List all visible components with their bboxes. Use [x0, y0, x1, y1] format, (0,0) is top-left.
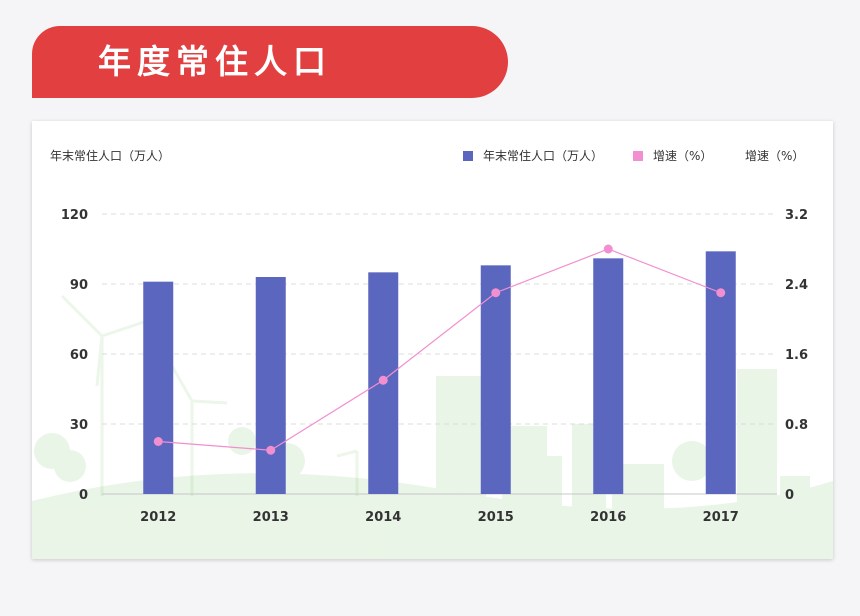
x-tick-label: 2016 — [590, 510, 626, 525]
left-axis-title: 年末常住人口（万人） — [50, 149, 171, 163]
chart-card: 年末常住人口（万人） 增速（%） 年末常住人口（万人） 增速（%） 0 30 60 9… — [32, 121, 833, 559]
x-tick-label: 2017 — [703, 510, 739, 525]
growth-point — [603, 244, 613, 254]
chart-plot: 0 30 60 90 120 0 0.8 1.6 2.4 3.2 2012 2013 2014 2015 2… — [61, 208, 808, 525]
growth-line — [158, 248, 721, 451]
growth-point — [153, 437, 163, 446]
y-tick-label-left: 0 — [79, 488, 88, 503]
city-background-illustration — [32, 294, 833, 559]
y-tick-label-left: 30 — [70, 418, 88, 433]
y-tick-label-left: 120 — [61, 208, 88, 223]
y-tick-label-right: 1.6 — [785, 348, 808, 363]
y-tick-label-left: 90 — [70, 278, 88, 293]
growth-point — [378, 375, 388, 385]
x-tick-label: 2012 — [140, 510, 176, 525]
x-tick-label: 2014 — [365, 510, 401, 525]
legend-label-growth: 增速（%） — [653, 149, 713, 163]
y-tick-label-right: 2.4 — [785, 278, 808, 293]
legend-item-population: 年末常住人口（万人） — [463, 147, 603, 164]
x-tick-label: 2015 — [478, 510, 514, 525]
legend-swatch-bar — [463, 151, 473, 161]
legend-item-growth: 增速（%） — [633, 147, 712, 164]
legend-swatch-line — [633, 151, 643, 161]
y-tick-label-right: 0 — [785, 488, 794, 503]
y-tick-label-left: 60 — [70, 348, 88, 363]
bar — [255, 277, 286, 494]
growth-point — [491, 288, 501, 298]
y-tick-label-right: 3.2 — [785, 208, 808, 223]
right-axis-title: 增速（%） — [745, 149, 805, 163]
bar — [143, 281, 174, 494]
growth-point — [716, 288, 726, 298]
legend-label-population: 年末常住人口（万人） — [483, 149, 604, 163]
bar — [480, 265, 511, 494]
page-title: 年度常住人口 — [98, 42, 332, 81]
growth-point — [266, 445, 276, 455]
title-banner: 年度常住人口 — [32, 26, 508, 98]
y-tick-label-right: 0.8 — [785, 418, 808, 433]
x-tick-label: 2013 — [253, 510, 289, 525]
bar — [705, 251, 736, 494]
bar — [593, 258, 624, 494]
